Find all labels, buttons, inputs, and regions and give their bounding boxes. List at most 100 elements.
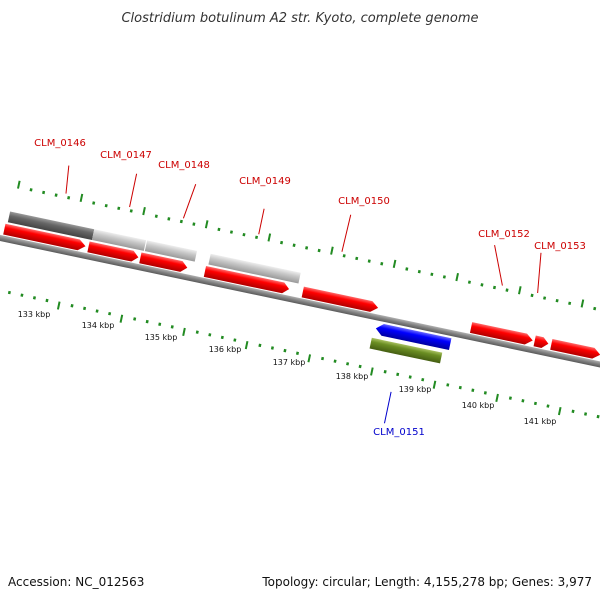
label-leader-clm0151	[383, 391, 392, 424]
gene-arrow-clm0148[interactable]	[139, 252, 188, 273]
label-leader-lines	[65, 165, 542, 294]
minor-tick	[129, 209, 133, 213]
gene-label-clm0152[interactable]: CLM_0152	[478, 229, 530, 240]
minor-tick	[568, 301, 572, 306]
minor-tick	[305, 246, 309, 250]
minor-tick	[217, 227, 221, 232]
minor-tick	[346, 362, 350, 366]
minor-tick	[167, 217, 171, 221]
minor-tick	[333, 359, 337, 363]
minor-tick	[521, 399, 525, 403]
minor-tick	[295, 351, 300, 356]
minor-tick	[92, 201, 96, 205]
minor-tick	[242, 232, 246, 237]
minor-tick	[104, 203, 108, 208]
minor-tick	[596, 414, 600, 419]
minor-tick	[317, 248, 321, 253]
minor-tick	[505, 288, 509, 292]
minor-tick	[108, 311, 112, 316]
minor-tick	[380, 262, 384, 266]
major-tick	[518, 286, 522, 295]
major-tick	[244, 340, 249, 350]
major-tick	[119, 314, 124, 323]
gene-label-clm0146[interactable]: CLM_0146	[34, 138, 86, 149]
gene-arrow-clm0152[interactable]	[469, 322, 534, 346]
minor-tick	[179, 219, 183, 224]
genome-backbone	[0, 230, 600, 373]
track-bar-light	[91, 229, 147, 251]
gene-arrow-clm0153[interactable]	[550, 339, 600, 360]
genome-track-group	[0, 165, 600, 424]
minor-tick	[145, 319, 149, 324]
minor-tick	[32, 296, 36, 300]
minor-tick	[254, 235, 259, 240]
scale-label: 139 kbp	[399, 385, 432, 394]
minor-tick	[270, 346, 274, 350]
gene-arrow-clm0150[interactable]	[301, 286, 380, 314]
lower-tick-ring	[7, 290, 600, 419]
minor-tick	[593, 306, 597, 311]
major-tick	[17, 180, 21, 189]
minor-tick	[133, 317, 137, 321]
major-tick	[455, 272, 459, 282]
minor-tick	[355, 256, 359, 261]
major-tick	[79, 193, 84, 203]
scale-label: 140 kbp	[462, 401, 495, 410]
gene-label-clm0148[interactable]: CLM_0148	[158, 160, 210, 171]
minor-tick	[258, 343, 262, 348]
map-title: Clostridium botulinum A2 str. Kyoto, com…	[121, 11, 478, 26]
minor-tick	[358, 364, 362, 369]
gene-arrow-clm0147[interactable]	[87, 241, 139, 263]
minor-tick	[396, 372, 400, 377]
minor-tick	[471, 388, 475, 392]
gene-label-clm0150[interactable]: CLM_0150	[338, 196, 390, 207]
minor-tick	[20, 293, 24, 297]
minor-tick	[492, 285, 497, 290]
major-tick	[307, 354, 312, 363]
upper-tick-ring	[17, 180, 597, 311]
minor-tick	[95, 309, 99, 313]
minor-tick	[83, 306, 87, 311]
genome-summary-text: Topology: circular; Length: 4,155,278 bp…	[261, 575, 592, 589]
scale-label: 137 kbp	[273, 358, 306, 367]
scale-label: 133 kbp	[18, 310, 51, 319]
scale-label: 141 kbp	[524, 417, 557, 426]
minor-tick	[405, 267, 409, 271]
minor-tick	[458, 385, 462, 390]
scale-label: 135 kbp	[145, 333, 178, 342]
gene-label-clm0153[interactable]: CLM_0153	[534, 241, 586, 252]
scale-label: 134 kbp	[82, 321, 115, 330]
minor-tick	[342, 254, 346, 258]
gene-label-clm0151[interactable]: CLM_0151	[373, 427, 425, 438]
minor-tick	[508, 396, 512, 400]
minor-tick	[54, 193, 58, 197]
minor-tick	[67, 196, 71, 200]
minor-tick	[42, 190, 46, 195]
gene-bar-clm0151[interactable]	[369, 337, 443, 364]
minor-tick	[70, 304, 74, 308]
major-tick	[495, 393, 499, 403]
gene-arrow-clm0149[interactable]	[203, 266, 290, 294]
major-tick	[580, 299, 585, 308]
major-tick	[204, 220, 209, 229]
minor-tick	[292, 243, 296, 247]
scale-labels: 133 kbp 134 kbp 135 kbp 136 kbp 137 kbp …	[18, 310, 557, 426]
gene-arrow-blue[interactable]	[375, 323, 452, 350]
minor-tick	[220, 335, 224, 340]
gene-arrow-clm0146[interactable]	[3, 223, 86, 252]
minor-tick	[29, 188, 33, 192]
accession-text: Accession: NC_012563	[8, 575, 144, 589]
minor-tick	[408, 375, 412, 379]
gene-label-clm0149[interactable]: CLM_0149	[239, 176, 291, 187]
minor-tick	[283, 348, 287, 353]
minor-tick	[543, 296, 547, 300]
minor-tick	[229, 230, 233, 234]
major-tick	[330, 246, 334, 255]
minor-tick	[467, 280, 471, 284]
scale-label: 138 kbp	[336, 372, 369, 381]
minor-tick	[45, 298, 49, 303]
gene-label-clm0147[interactable]: CLM_0147	[100, 150, 152, 161]
gene-arrow-clm0153a[interactable]	[533, 335, 550, 350]
major-tick	[392, 259, 397, 268]
